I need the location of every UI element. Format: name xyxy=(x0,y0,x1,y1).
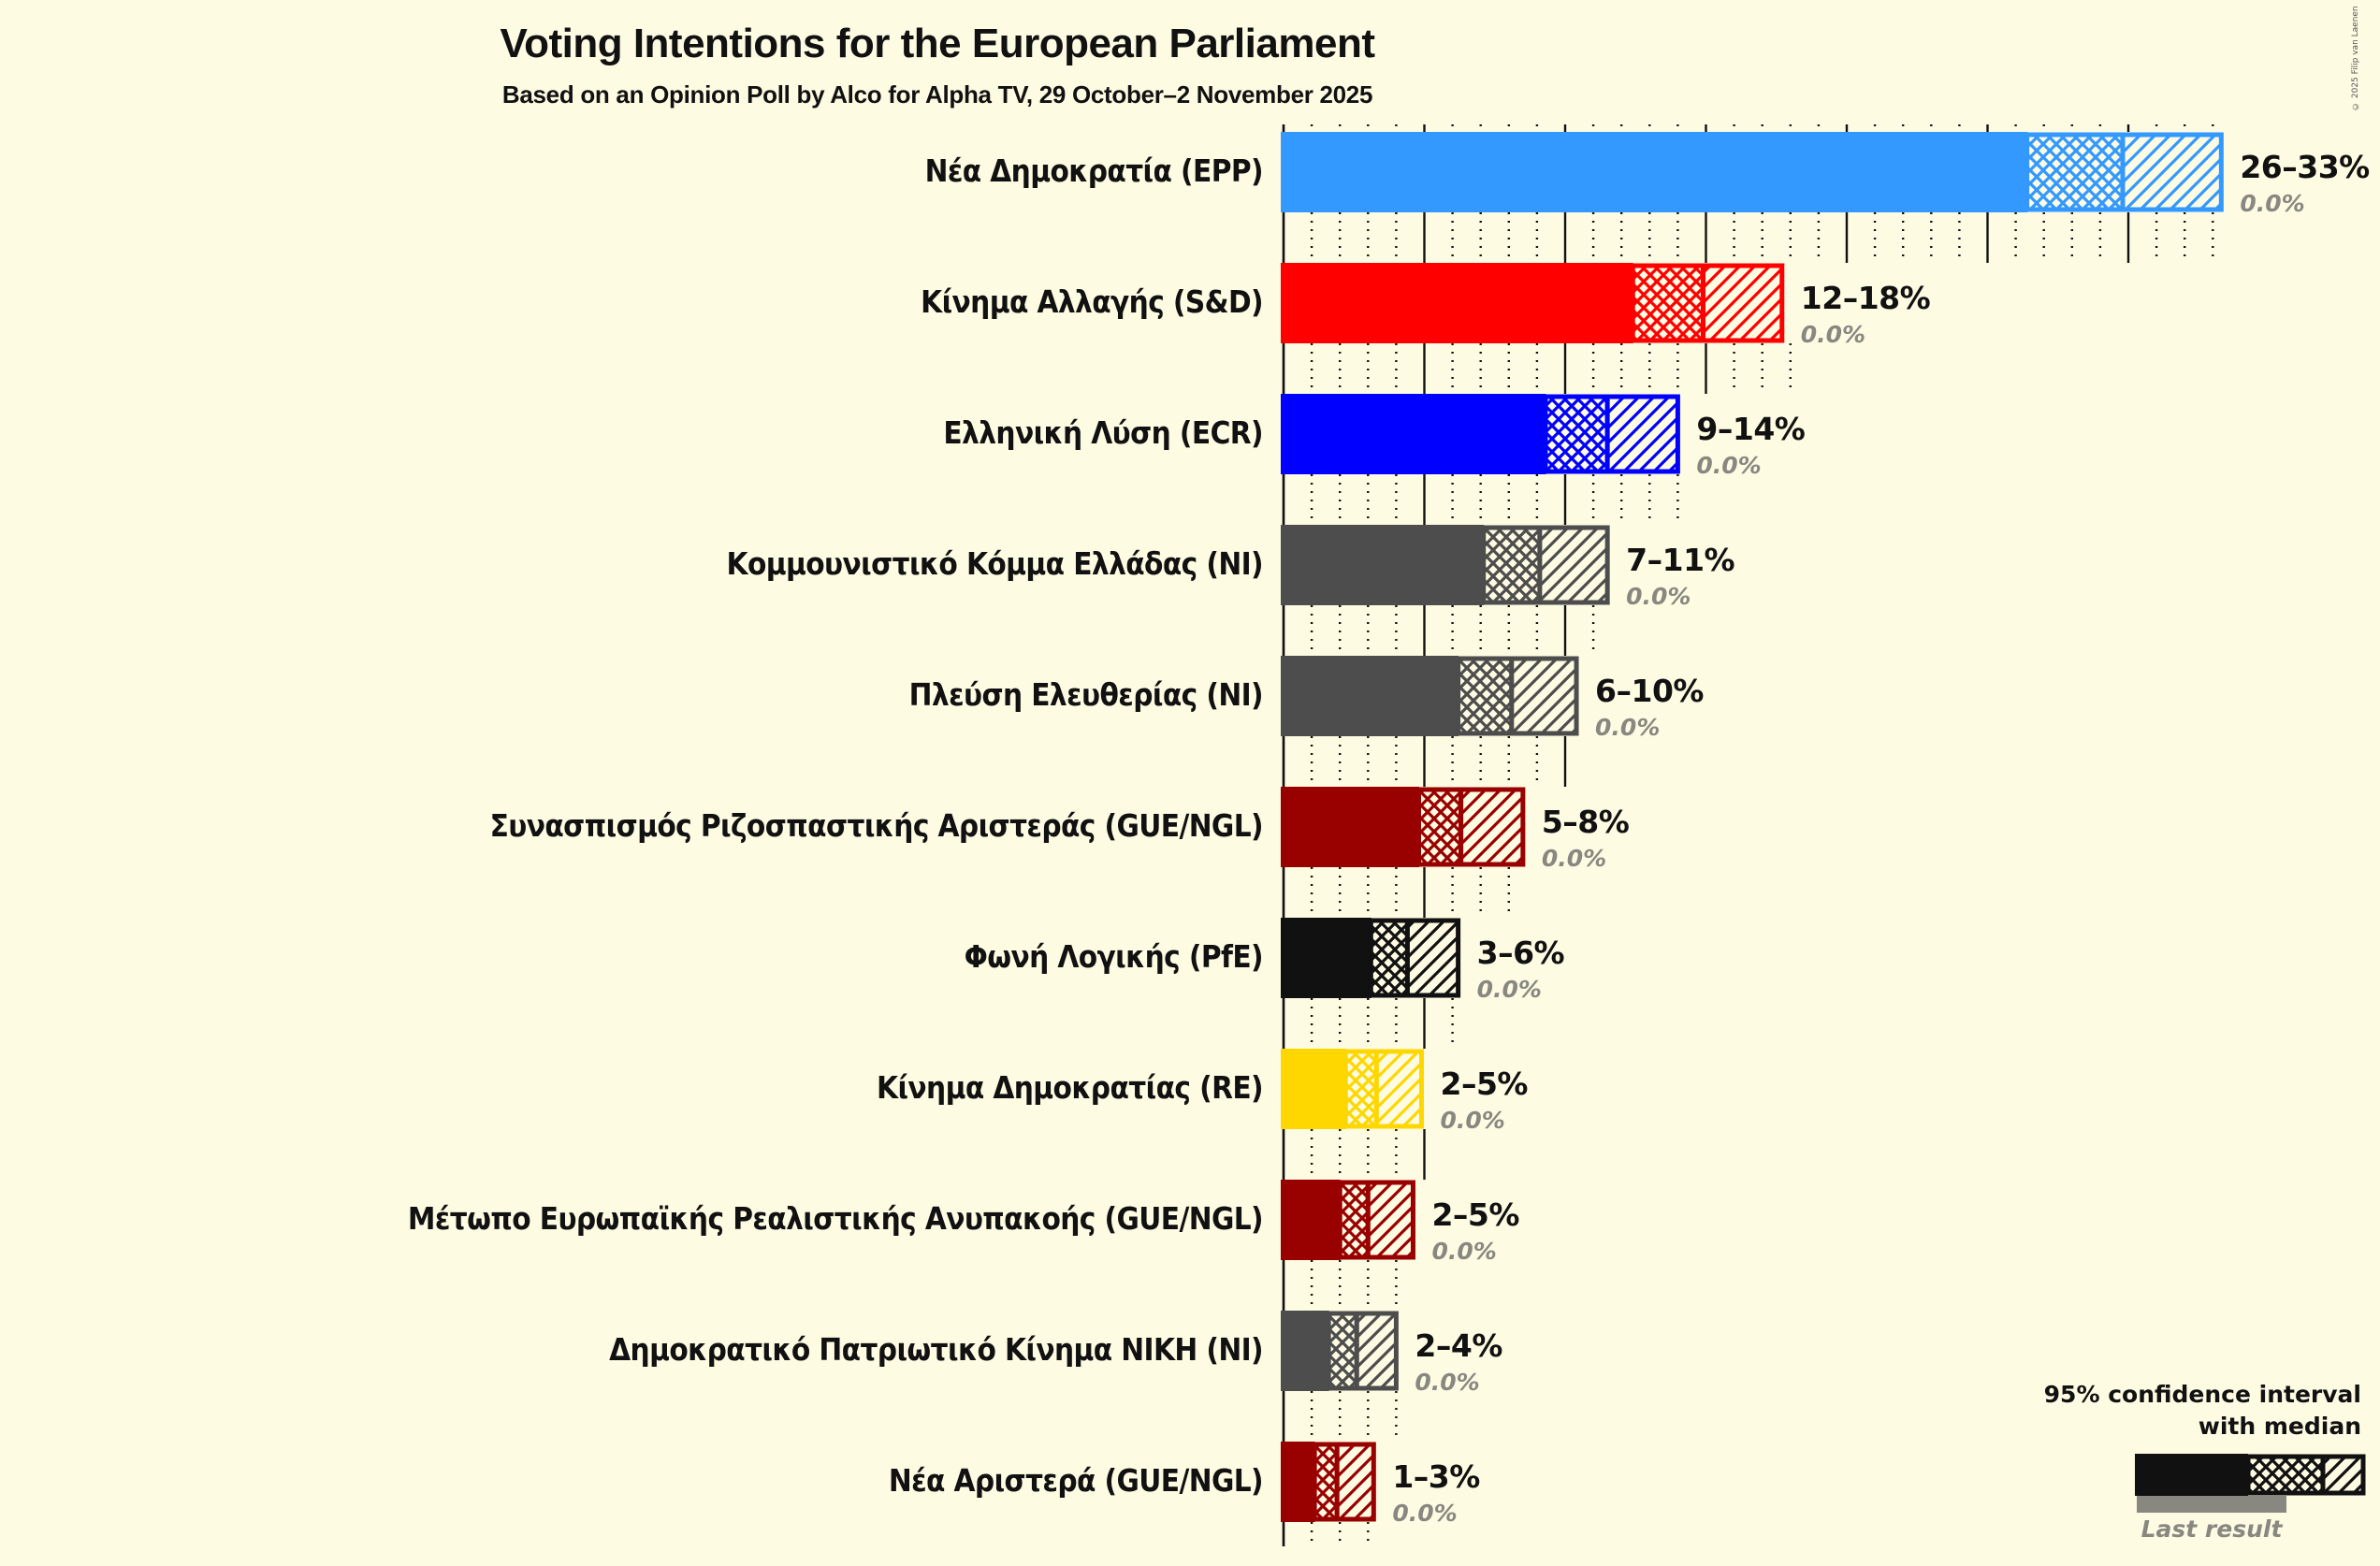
party-label: Κίνημα Δημοκρατίας (RE) xyxy=(877,1069,1264,1106)
bar-solid xyxy=(1281,787,1419,867)
bar-ci-upper xyxy=(2120,132,2224,212)
range-label: 6–10% xyxy=(1595,673,1704,709)
range-label: 26–33% xyxy=(2240,149,2370,185)
party-label: Κομμουνιστικό Κόμμα Ελλάδας (NI) xyxy=(726,545,1264,582)
party-label: Νέα Δημοκρατία (EPP) xyxy=(924,152,1264,189)
legend-title-line2: with median xyxy=(2198,1413,2361,1440)
legend-swatch xyxy=(2135,1454,2366,1513)
bar-ci-upper xyxy=(1537,525,1610,605)
last-result-label: 0.0% xyxy=(1626,583,1691,610)
bar-row xyxy=(1281,1442,1376,1522)
bar-solid xyxy=(1281,525,1484,605)
bar-ci-lower xyxy=(1342,1049,1379,1129)
bar-ci-upper xyxy=(1354,1311,1399,1391)
party-label: Φωνή Λογικής (PfE) xyxy=(964,938,1264,975)
range-label: 2–5% xyxy=(1431,1196,1519,1233)
party-label: Δημοκρατικό Πατριωτικό Κίνημα ΝΙΚΗ (NI) xyxy=(609,1331,1263,1368)
bar-solid xyxy=(1281,918,1371,998)
bar-ci-upper xyxy=(1365,1180,1415,1260)
chart-title: Voting Intentions for the European Parli… xyxy=(500,21,1375,66)
bar-ci-lower xyxy=(1415,787,1464,867)
bar-row xyxy=(1281,656,1579,736)
bar-ci-lower xyxy=(1630,263,1705,343)
party-label: Μέτωπο Ευρωπαϊκής Ρεαλιστικής Ανυπακοής … xyxy=(407,1200,1264,1237)
last-result-label: 0.0% xyxy=(1800,321,1866,348)
range-label: 7–11% xyxy=(1626,542,1735,578)
bar-ci-lower xyxy=(2024,132,2126,212)
last-result-label: 0.0% xyxy=(1541,845,1607,872)
bar-row xyxy=(1281,263,1785,343)
range-label: 9–14% xyxy=(1696,411,1806,447)
bar-row xyxy=(1281,132,2224,212)
bar-ci-lower xyxy=(1456,656,1515,736)
range-label: 2–4% xyxy=(1415,1327,1502,1364)
range-label: 3–6% xyxy=(1476,935,1565,971)
last-result-label: 0.0% xyxy=(1440,1107,1505,1134)
legend-solid xyxy=(2135,1454,2248,1496)
range-label: 12–18% xyxy=(1800,280,1931,316)
last-result-label: 0.0% xyxy=(2240,190,2305,217)
legend-last-result-bar xyxy=(2137,1496,2286,1513)
bar-ci-upper xyxy=(1604,394,1680,474)
range-label: 2–5% xyxy=(1440,1066,1528,1102)
last-result-label: 0.0% xyxy=(1392,1500,1458,1527)
bar-row xyxy=(1281,1180,1415,1260)
bar-ci-lower xyxy=(1481,525,1543,605)
party-label: Πλεύση Ελευθερίας (NI) xyxy=(908,676,1264,713)
bar-row xyxy=(1281,1311,1399,1391)
bar-solid xyxy=(1281,1049,1346,1129)
bar-ci-lower xyxy=(1368,918,1410,998)
bar-solid xyxy=(1281,132,2027,212)
bar-ci-lower xyxy=(1337,1180,1371,1260)
legend-last-result-label: Last result xyxy=(2141,1515,2283,1543)
legend-ci-upper xyxy=(2320,1454,2366,1496)
bar-ci-upper xyxy=(1373,1049,1424,1129)
last-result-label: 0.0% xyxy=(1696,452,1762,479)
party-label: Συνασπισμός Ριζοσπαστικής Αριστεράς (GUE… xyxy=(489,807,1264,844)
bar-solid xyxy=(1281,1180,1341,1260)
party-label: Ελληνική Λύση (ECR) xyxy=(943,414,1263,451)
party-label: Νέα Αριστερά (GUE/NGL) xyxy=(888,1462,1264,1499)
bar-solid xyxy=(1281,1442,1315,1522)
bar-row xyxy=(1281,1049,1424,1129)
bar-ci-lower xyxy=(1312,1442,1340,1522)
bar-solid xyxy=(1281,1311,1329,1391)
last-result-label: 0.0% xyxy=(1431,1238,1497,1265)
range-label: 1–3% xyxy=(1392,1458,1480,1495)
bar-ci-upper xyxy=(1509,656,1579,736)
bar-row xyxy=(1281,525,1610,605)
bar-row xyxy=(1281,918,1461,998)
bar-ci-lower xyxy=(1326,1311,1359,1391)
bar-solid xyxy=(1281,263,1633,343)
bar-ci-upper xyxy=(1458,787,1526,867)
bar-row xyxy=(1281,394,1680,474)
last-result-label: 0.0% xyxy=(1595,714,1661,741)
chart-subtitle: Based on an Opinion Poll by Alco for Alp… xyxy=(501,80,1373,109)
legend-title: 95% confidence interval with median xyxy=(2044,1379,2361,1443)
bar-ci-lower xyxy=(1543,394,1610,474)
bar-solid xyxy=(1281,656,1458,736)
range-label: 5–8% xyxy=(1541,804,1630,840)
legend-ci-lower xyxy=(2245,1454,2326,1496)
last-result-label: 0.0% xyxy=(1476,976,1542,1003)
legend-title-line1: 95% confidence interval xyxy=(2043,1381,2361,1408)
party-label: Κίνημα Αλλαγής (S&D) xyxy=(921,283,1263,320)
bar-solid xyxy=(1281,394,1546,474)
bar-row xyxy=(1281,787,1526,867)
bar-ci-upper xyxy=(1334,1442,1376,1522)
bar-ci-upper xyxy=(1404,918,1461,998)
last-result-label: 0.0% xyxy=(1415,1369,1480,1396)
bar-ci-upper xyxy=(1700,263,1785,343)
